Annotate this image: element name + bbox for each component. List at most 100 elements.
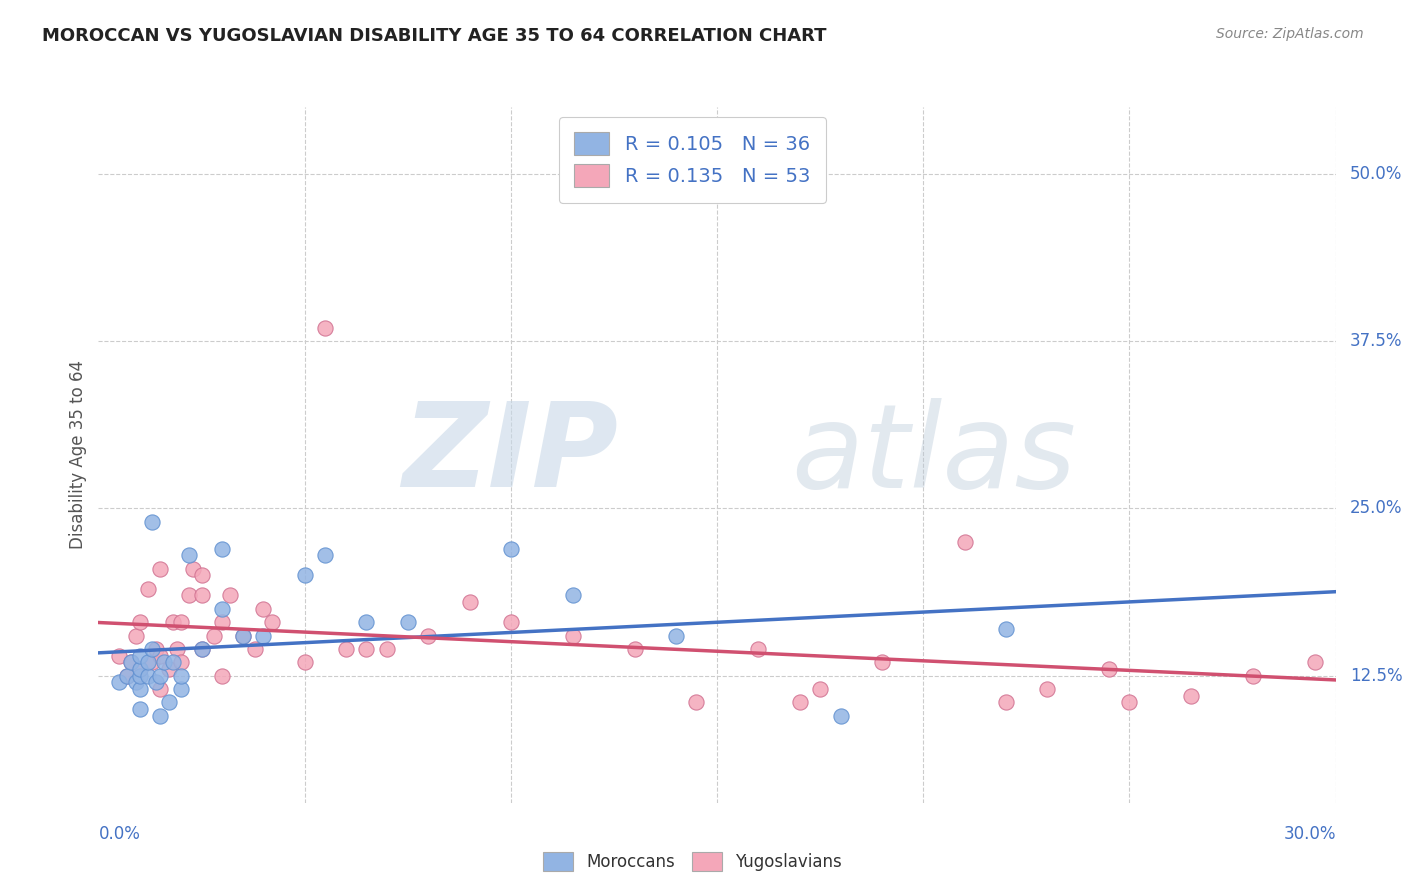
- Point: [149, 562, 172, 576]
- Point: [149, 648, 172, 663]
- Point: [953, 535, 976, 549]
- Point: [190, 642, 212, 657]
- Point: [124, 675, 146, 690]
- Point: [211, 541, 233, 556]
- Point: [128, 615, 150, 630]
- Text: 0.0%: 0.0%: [98, 825, 141, 843]
- Point: [128, 681, 150, 696]
- Point: [136, 655, 159, 669]
- Point: [190, 589, 212, 603]
- Point: [141, 655, 163, 669]
- Point: [141, 515, 163, 529]
- Text: 12.5%: 12.5%: [1350, 666, 1402, 685]
- Point: [418, 628, 440, 642]
- Point: [499, 615, 522, 630]
- Point: [162, 655, 184, 669]
- Point: [181, 562, 204, 576]
- Point: [294, 568, 316, 582]
- Point: [1303, 655, 1326, 669]
- Point: [252, 602, 274, 616]
- Text: Source: ZipAtlas.com: Source: ZipAtlas.com: [1216, 27, 1364, 41]
- Point: [179, 548, 201, 563]
- Point: [170, 655, 193, 669]
- Point: [356, 615, 378, 630]
- Point: [190, 568, 212, 582]
- Point: [166, 642, 188, 657]
- Point: [623, 642, 645, 657]
- Point: [994, 696, 1017, 710]
- Point: [170, 681, 193, 696]
- Point: [141, 642, 163, 657]
- Point: [994, 622, 1017, 636]
- Point: [145, 642, 167, 657]
- Point: [260, 615, 283, 630]
- Point: [294, 655, 316, 669]
- Point: [665, 628, 688, 642]
- Point: [157, 696, 180, 710]
- Point: [232, 628, 254, 642]
- Point: [808, 681, 831, 696]
- Point: [149, 681, 172, 696]
- Point: [1241, 669, 1264, 683]
- Point: [1036, 681, 1059, 696]
- Point: [170, 669, 193, 683]
- Text: atlas: atlas: [792, 398, 1077, 512]
- Text: 30.0%: 30.0%: [1284, 825, 1336, 843]
- Point: [219, 589, 242, 603]
- Point: [153, 655, 176, 669]
- Point: [747, 642, 769, 657]
- Point: [136, 582, 159, 596]
- Point: [128, 648, 150, 663]
- Point: [211, 602, 233, 616]
- Legend: Moroccans, Yugoslavians: Moroccans, Yugoslavians: [536, 846, 848, 878]
- Point: [211, 615, 233, 630]
- Point: [458, 595, 481, 609]
- Point: [128, 662, 150, 676]
- Point: [120, 655, 142, 669]
- Point: [375, 642, 398, 657]
- Point: [396, 615, 419, 630]
- Point: [789, 696, 811, 710]
- Point: [120, 655, 142, 669]
- Point: [232, 628, 254, 642]
- Point: [124, 628, 146, 642]
- Text: 37.5%: 37.5%: [1350, 332, 1402, 351]
- Point: [561, 589, 583, 603]
- Point: [179, 589, 201, 603]
- Y-axis label: Disability Age 35 to 64: Disability Age 35 to 64: [69, 360, 87, 549]
- Text: 25.0%: 25.0%: [1350, 500, 1402, 517]
- Point: [356, 642, 378, 657]
- Point: [314, 548, 336, 563]
- Point: [128, 669, 150, 683]
- Point: [117, 669, 139, 683]
- Point: [149, 669, 172, 683]
- Point: [830, 708, 852, 723]
- Point: [1118, 696, 1140, 710]
- Point: [149, 708, 172, 723]
- Point: [685, 696, 707, 710]
- Point: [117, 669, 139, 683]
- Point: [252, 628, 274, 642]
- Point: [211, 669, 233, 683]
- Text: ZIP: ZIP: [402, 398, 619, 512]
- Point: [499, 541, 522, 556]
- Point: [335, 642, 357, 657]
- Point: [157, 662, 180, 676]
- Point: [1098, 662, 1121, 676]
- Point: [145, 675, 167, 690]
- Point: [162, 615, 184, 630]
- Point: [314, 321, 336, 335]
- Point: [202, 628, 225, 642]
- Point: [1180, 689, 1202, 703]
- Point: [190, 642, 212, 657]
- Point: [243, 642, 266, 657]
- Text: MOROCCAN VS YUGOSLAVIAN DISABILITY AGE 35 TO 64 CORRELATION CHART: MOROCCAN VS YUGOSLAVIAN DISABILITY AGE 3…: [42, 27, 827, 45]
- Point: [170, 615, 193, 630]
- Point: [108, 675, 131, 690]
- Point: [870, 655, 893, 669]
- Text: 50.0%: 50.0%: [1350, 165, 1402, 183]
- Point: [108, 648, 131, 663]
- Point: [128, 702, 150, 716]
- Point: [136, 669, 159, 683]
- Point: [128, 662, 150, 676]
